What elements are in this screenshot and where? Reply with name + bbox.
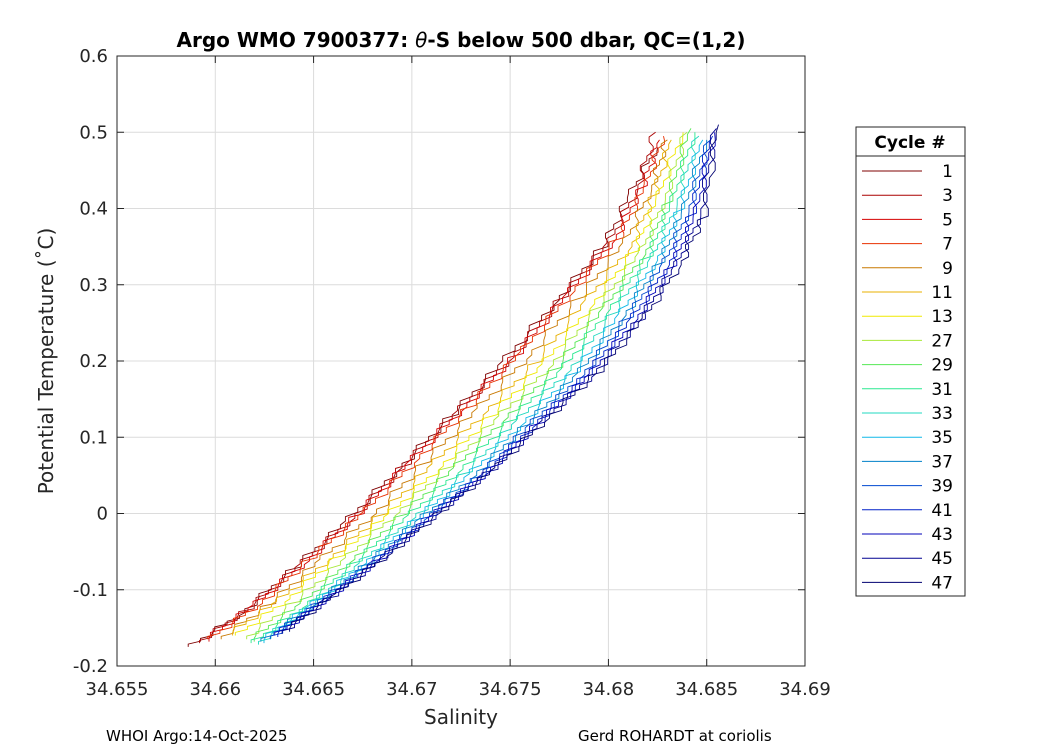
x-axis-label: Salinity [424,705,498,729]
series-layer [187,124,719,647]
y-tick-label: -0.1 [73,580,108,601]
y-tick-label: -0.2 [73,656,108,677]
legend-label-cycle-31: 31 [931,380,953,400]
legend-label-cycle-9: 9 [942,259,953,279]
series-line-cycle-29 [253,128,692,642]
legend-label-cycle-3: 3 [942,186,953,206]
legend-label-cycle-13: 13 [931,307,953,327]
legend-label-cycle-39: 39 [931,477,953,497]
series-line-cycle-37 [260,139,708,642]
series-line-cycle-13 [234,132,684,636]
series-line-cycle-33 [258,135,700,645]
axis-ticks: 34.655 34.66 34.665 34.67 34.675 34.68 34.685 3… [73,46,831,700]
legend-label-cycle-41: 41 [931,501,953,521]
y-tick-label: 0.1 [79,427,108,448]
legend-label-cycle-45: 45 [931,549,953,569]
legend-label-cycle-11: 11 [931,283,953,303]
footer-left: WHOI Argo:14-Oct-2025 [106,727,287,745]
series-line-cycle-3 [199,131,656,644]
x-tick-label: 34.68 [583,679,635,700]
series-line-cycle-9 [220,139,668,640]
legend-label-cycle-43: 43 [931,525,953,545]
x-tick-label: 34.685 [675,679,738,700]
legend-label-cycle-7: 7 [942,235,953,255]
x-tick-label: 34.67 [386,679,438,700]
series-line-cycle-47 [289,124,719,632]
y-axis-label: Potential Temperature (˚C) [34,228,58,495]
legend-box [855,126,966,597]
series-line-cycle-27 [246,131,688,640]
y-tick-label: 0.2 [79,351,108,372]
y-tick-label: 0 [97,504,108,525]
x-tick-label: 34.665 [282,679,345,700]
legend-label-cycle-1: 1 [942,162,953,182]
y-tick-label: 0.3 [79,275,108,296]
legend-title: Cycle # [874,133,945,153]
legend-label-cycle-29: 29 [931,356,953,376]
x-tick-label: 34.675 [479,679,542,700]
plot-area: 34.655 34.66 34.665 34.67 34.675 34.68 34.685 3… [73,46,831,700]
legend-label-cycle-47: 47 [931,573,953,593]
series-line-cycle-39 [269,139,711,640]
y-tick-label: 0.4 [79,199,108,220]
legend-label-cycle-37: 37 [931,452,953,472]
legend-label-cycle-5: 5 [942,210,953,230]
legend-label-cycle-27: 27 [931,331,953,351]
y-tick-label: 0.5 [79,122,108,143]
x-tick-label: 34.655 [86,679,149,700]
series-line-cycle-35 [263,139,704,644]
legend-label-cycle-33: 33 [931,404,953,424]
y-tick-label: 0.6 [79,46,108,67]
chart-title: Argo WMO 7900377: θ-S below 500 dbar, QC… [177,28,746,52]
legend-label-cycle-35: 35 [931,428,953,448]
x-tick-label: 34.66 [190,679,242,700]
footer-right: Gerd ROHARDT at coriolis [578,727,772,745]
x-tick-label: 34.69 [779,679,831,700]
grid-lines [117,56,805,666]
series-line-cycle-31 [250,132,696,644]
series-line-cycle-11 [232,139,672,636]
series-line-cycle-7 [207,136,665,640]
